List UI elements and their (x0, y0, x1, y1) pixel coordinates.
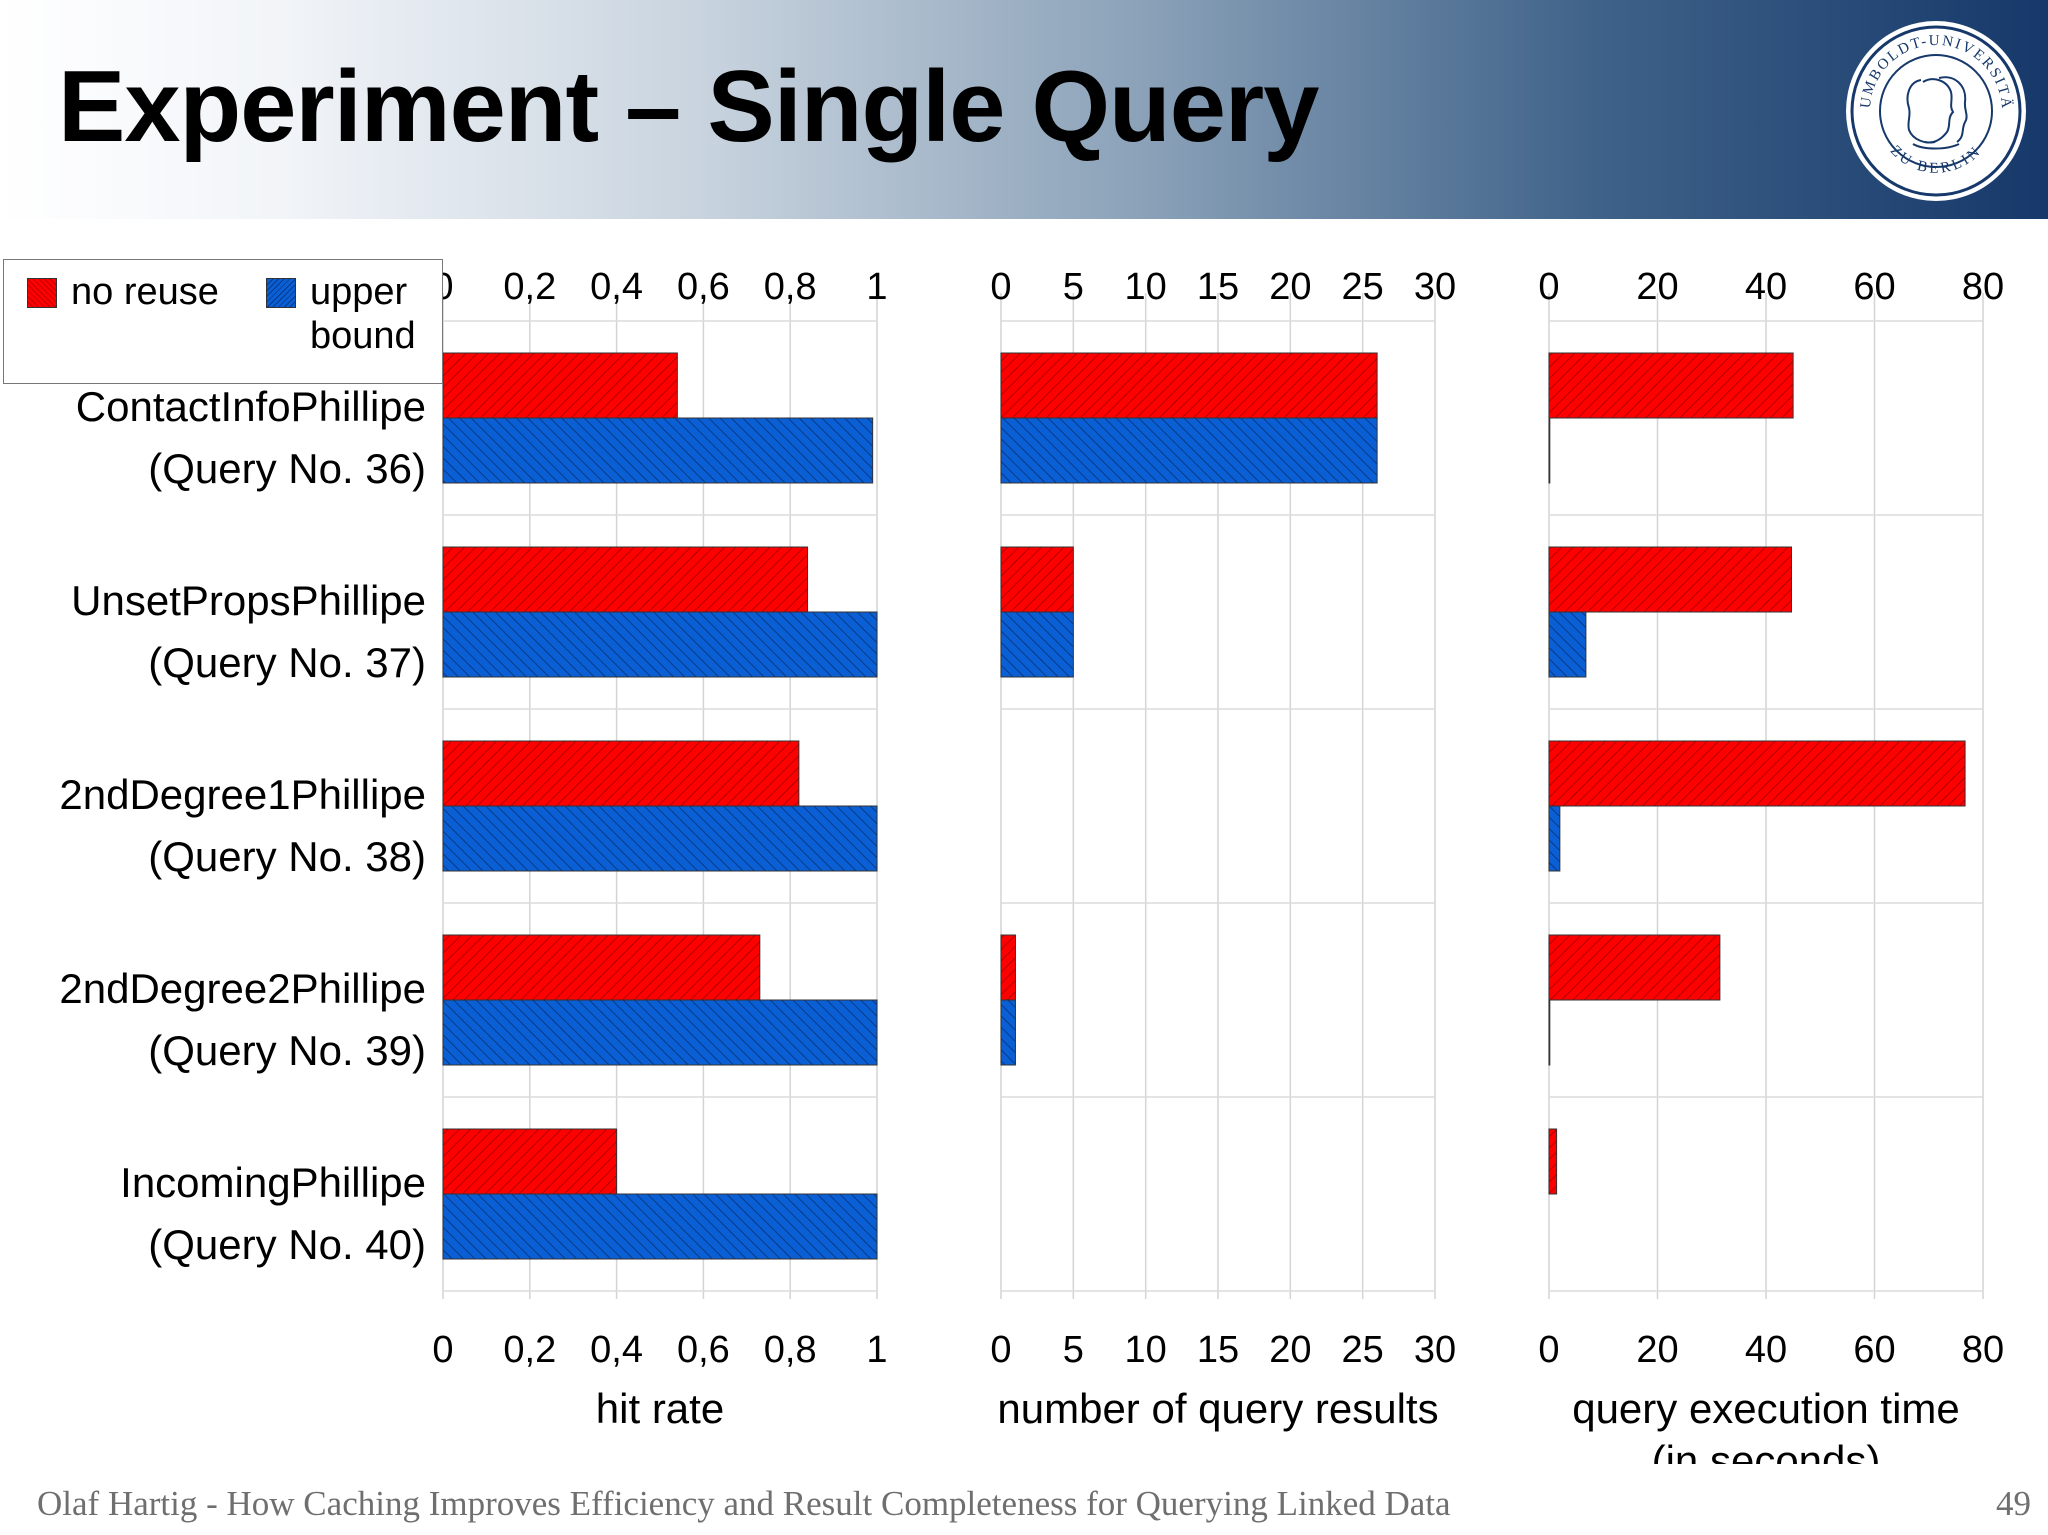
tick-label-top: 5 (1063, 266, 1084, 308)
bar-upper-bound (442, 805, 878, 872)
bar-upper-bound (1548, 611, 1587, 678)
tick-label-top: 40 (1745, 266, 1787, 308)
tick-label-bottom: 5 (1063, 1329, 1084, 1371)
legend-label-no-reuse: no reuse (71, 271, 219, 313)
footer-text: Olaf Hartig - How Caching Improves Effic… (37, 1484, 1451, 1523)
bar-no-reuse (442, 1128, 618, 1195)
university-seal-logo: HUMBOLDT-UNIVERSITÄT ZU BERLIN (1843, 18, 2026, 201)
legend-label-upper-bound: upper bound (310, 271, 416, 357)
bar-no-reuse (1548, 352, 1794, 419)
bar-upper-bound (1548, 999, 1551, 1066)
category-label: (Query No. 37) (148, 639, 426, 686)
bar-no-reuse (1548, 934, 1721, 1001)
category-label: (Query No. 36) (148, 445, 426, 492)
tick-label-bottom: 80 (1962, 1329, 2004, 1371)
bar-upper-bound (442, 999, 878, 1066)
tick-label-bottom: 15 (1197, 1329, 1239, 1371)
category-label: IncomingPhillipe (120, 1159, 426, 1206)
category-label: UnsetPropsPhillipe (71, 577, 426, 624)
bar-upper-bound (1548, 805, 1561, 872)
page-number: 49 (1996, 1484, 2031, 1523)
tick-label-top: 0 (1538, 266, 1559, 308)
tick-label-bottom: 25 (1342, 1329, 1384, 1371)
category-label: (Query No. 39) (148, 1027, 426, 1074)
bar-upper-bound (442, 417, 874, 484)
axis-label: (in seconds) (1652, 1437, 1881, 1464)
legend-item-upper-bound: upper bound (266, 260, 460, 358)
bar-no-reuse (1000, 546, 1074, 613)
bar-upper-bound (1000, 417, 1378, 484)
category-label: 2ndDegree1Phillipe (59, 771, 426, 818)
legend-swatch-no-reuse (27, 278, 57, 308)
tick-label-top: 30 (1414, 266, 1456, 308)
tick-label-bottom: 40 (1745, 1329, 1787, 1371)
bar-upper-bound (442, 611, 878, 678)
tick-label-bottom: 10 (1125, 1329, 1167, 1371)
tick-label-top: 25 (1342, 266, 1384, 308)
tick-label-top: 10 (1125, 266, 1167, 308)
chart-legend: no reuse upper bound (3, 259, 443, 384)
tick-label-top: 0,4 (590, 266, 643, 308)
tick-label-top: 0,8 (764, 266, 817, 308)
legend-item-no-reuse: no reuse (27, 260, 219, 314)
bar-no-reuse (1548, 546, 1792, 613)
tick-label-bottom: 30 (1414, 1329, 1456, 1371)
axis-label: query execution time (1572, 1385, 1960, 1432)
bar-charts: 0 0 0,2 0,2 0,4 0,4 0,6 0,6 0,8 0,8 1 1 hit rate 0 0 5 5… (59, 266, 2004, 1464)
slide-header: Experiment – Single Query HUMBOLDT-UNIVE… (0, 0, 2048, 219)
tick-label-top: 15 (1197, 266, 1239, 308)
bar-no-reuse (1548, 740, 1966, 807)
tick-label-bottom: 0,6 (677, 1329, 730, 1371)
tick-label-bottom: 0 (990, 1329, 1011, 1371)
tick-label-top: 20 (1636, 266, 1678, 308)
tick-label-bottom: 0 (1538, 1329, 1559, 1371)
tick-label-bottom: 0 (432, 1329, 453, 1371)
bar-no-reuse (442, 740, 800, 807)
tick-label-top: 0,2 (503, 266, 556, 308)
legend-swatch-upper-bound (266, 278, 296, 308)
axis-label: number of query results (997, 1385, 1438, 1432)
tick-label-top: 60 (1853, 266, 1895, 308)
tick-label-bottom: 20 (1636, 1329, 1678, 1371)
tick-label-bottom: 0,4 (590, 1329, 643, 1371)
tick-label-bottom: 0,8 (764, 1329, 817, 1371)
bar-no-reuse (442, 546, 809, 613)
category-label: (Query No. 40) (148, 1221, 426, 1268)
tick-label-top: 0,6 (677, 266, 730, 308)
bar-no-reuse (442, 352, 678, 419)
bar-upper-bound (1548, 417, 1551, 484)
category-label: ContactInfoPhillipe (76, 383, 426, 430)
tick-label-top: 0 (990, 266, 1011, 308)
tick-label-top: 1 (866, 266, 887, 308)
bar-no-reuse (442, 934, 761, 1001)
category-label: (Query No. 38) (148, 833, 426, 880)
tick-label-bottom: 0,2 (503, 1329, 556, 1371)
category-label: 2ndDegree2Phillipe (59, 965, 426, 1012)
bar-no-reuse (1000, 934, 1016, 1001)
bar-upper-bound (1000, 999, 1016, 1066)
tick-label-top: 20 (1269, 266, 1311, 308)
tick-label-bottom: 1 (866, 1329, 887, 1371)
axis-label: hit rate (596, 1385, 724, 1432)
tick-label-bottom: 20 (1269, 1329, 1311, 1371)
tick-label-top: 80 (1962, 266, 2004, 308)
bar-no-reuse (1548, 1128, 1558, 1195)
bar-upper-bound (442, 1193, 878, 1260)
slide-title: Experiment – Single Query (58, 51, 1319, 163)
tick-label-bottom: 60 (1853, 1329, 1895, 1371)
bar-upper-bound (1000, 611, 1074, 678)
bar-no-reuse (1000, 352, 1378, 419)
